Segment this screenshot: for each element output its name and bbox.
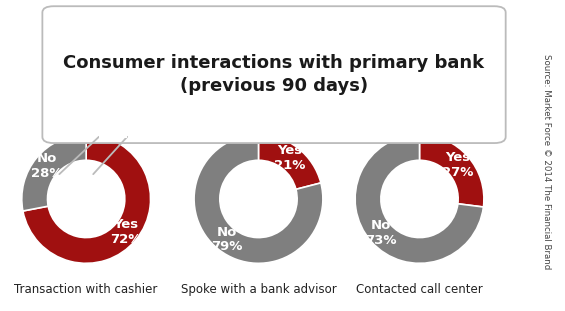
Text: Source: Market Force © 2014 The Financial Brand: Source: Market Force © 2014 The Financia… bbox=[542, 54, 551, 269]
Text: No
79%: No 79% bbox=[211, 226, 242, 253]
Text: Consumer interactions with primary bank
(previous 90 days): Consumer interactions with primary bank … bbox=[63, 54, 485, 95]
Text: Yes
21%: Yes 21% bbox=[275, 145, 306, 172]
Wedge shape bbox=[23, 135, 150, 263]
Wedge shape bbox=[419, 135, 484, 207]
FancyBboxPatch shape bbox=[42, 6, 506, 143]
Text: Transaction with cashier: Transaction with cashier bbox=[15, 283, 158, 296]
Text: Contacted call center: Contacted call center bbox=[356, 283, 483, 296]
Wedge shape bbox=[258, 135, 321, 189]
Text: Yes
27%: Yes 27% bbox=[442, 151, 474, 179]
Wedge shape bbox=[355, 135, 484, 263]
Wedge shape bbox=[194, 135, 323, 263]
Text: Spoke with a bank advisor: Spoke with a bank advisor bbox=[181, 283, 336, 296]
Wedge shape bbox=[22, 135, 86, 211]
Text: Yes
72%: Yes 72% bbox=[110, 218, 142, 245]
Text: No
73%: No 73% bbox=[365, 219, 397, 247]
Text: No
28%: No 28% bbox=[31, 152, 62, 180]
Bar bbox=[99, 135, 127, 138]
